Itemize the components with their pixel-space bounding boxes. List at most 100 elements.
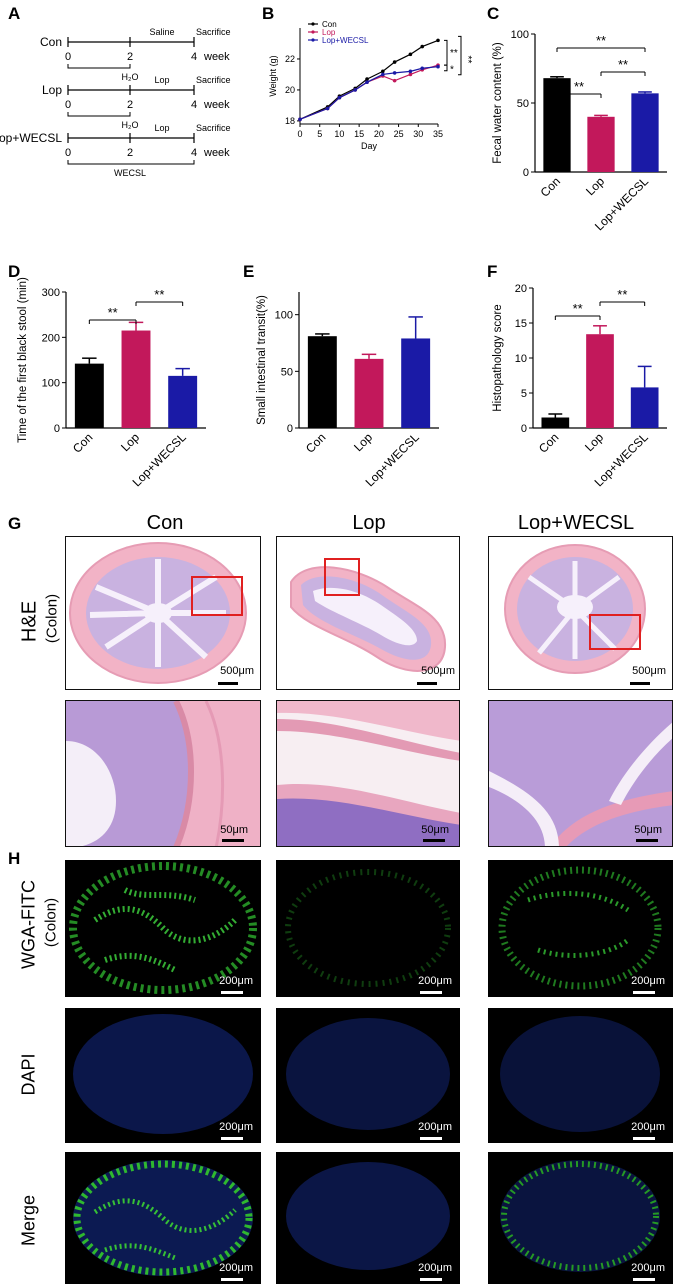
x-tick-label: Lop [582,430,606,454]
y-tick-label: 0 [287,423,293,435]
tick-label-2: 2 [127,51,133,63]
data-point [408,52,413,57]
wga-fitc-con: 200μm [65,860,261,997]
bar-con [543,78,571,172]
schematic-row-lop: Lop 0 2 4 week Lop Sacrifice H₂O [42,75,231,130]
he-low-lop: 500μm [276,536,460,690]
chart-d-first-black-stool: 0 100 200 300 Time of the first black stool … [17,277,206,489]
scale-bar [222,839,244,842]
he-high-lop: 50μm [276,700,460,847]
treatment-label: Saline [149,27,174,37]
scale-bar [417,682,437,685]
data-point [381,69,385,74]
y-tick-label: 50 [281,366,293,378]
scale-label: 200μm [418,1262,452,1274]
data-point [298,117,302,122]
scale-bar [633,1278,655,1281]
legend-label: Con [322,20,337,29]
significance-label: ** [462,56,473,64]
x-tick-label: 30 [413,129,423,139]
significance-label: ** [596,33,606,48]
dapi-lop: 200μm [276,1008,460,1143]
x-tick-label: Lop [118,430,142,454]
he-low-lop-wecsl: 500μm [488,536,673,690]
scale-label: 200μm [418,975,452,987]
scale-bar [420,1137,442,1140]
panel-label-g: G [8,514,22,533]
scale-bar [420,991,442,994]
x-tick-label: 25 [394,129,404,139]
tick-label-0: 0 [65,99,71,111]
legend-label: Lop [322,28,336,37]
scale-label: 500μm [220,665,254,677]
y-axis-label: Fecal water content (%) [492,42,504,164]
bar-lop-wecsl [401,338,431,428]
scale-label: 50μm [421,824,449,836]
data-point [365,77,369,81]
y-tick-label: 100 [42,378,60,390]
merge-con: 200μm [65,1152,261,1284]
bar-con [541,417,570,428]
bar-lop-wecsl [168,375,198,428]
data-point [353,88,357,92]
series-line-con [299,39,439,120]
y-tick-label: 0 [523,167,529,179]
bar-lop-wecsl [631,93,659,172]
tick-label-4: 4 [191,51,197,63]
legend-marker [311,30,315,34]
legend-label: Lop+WECSL [322,36,369,45]
panel-label-d: D [8,262,21,281]
dapi-con: 200μm [65,1008,261,1143]
significance-bracket [444,39,448,66]
scale-bar [633,991,655,994]
scale-label: 200μm [219,1262,253,1274]
x-tick-label: Con [536,430,561,455]
significance-label: ** [618,57,628,72]
tick-label-2: 2 [127,99,133,111]
tick-label-0: 0 [65,147,71,159]
scale-label: 500μm [632,665,666,677]
significance-label: ** [108,305,118,320]
bar-con [74,363,104,428]
scale-bar [423,839,445,842]
scale-label: 50μm [220,824,248,836]
bar-con [307,336,337,428]
data-point [337,95,342,100]
bar-lop-wecsl [630,387,659,428]
x-tick-label: Con [70,430,95,455]
schematic-row-lop-wecsl: Lop+WECSL 0 2 4 week Lop Sacrifice WECSL [0,123,231,178]
y-tick-label: 300 [42,287,60,299]
schematic-timeline: Con 0 2 4 week Saline Sacrifice H₂O Lop … [0,27,231,178]
data-point [420,66,425,71]
x-tick-label: Lop [583,174,607,198]
group-label: Con [40,35,62,49]
bar-lop [586,334,614,428]
scale-bar [221,1278,243,1281]
scale-bar [636,839,658,842]
scale-label: 200μm [631,975,665,987]
x-tick-label: 10 [334,129,344,139]
x-tick-label: Con [303,430,328,455]
scale-bar [630,682,650,685]
panel-label-a: A [8,4,21,23]
panel-label-h: H [8,849,21,868]
unit-label: week [203,51,230,63]
data-point [436,38,440,43]
scale-bar [221,1137,243,1140]
tick-label-4: 4 [191,99,197,111]
y-tick-label: 0 [521,423,527,435]
scale-bar [633,1137,655,1140]
scale-label: 500μm [421,665,455,677]
y-tick-label: 10 [515,353,527,365]
significance-bracket [444,64,448,72]
significance-label: ** [573,301,583,316]
chart-b-weight: 18 20 22 0 5 10 15 20 25 30 35 Day Weight (g) ConLopL… [268,20,473,151]
significance-label: ** [617,287,627,302]
treatment-label: Lop [154,123,169,133]
significance-label: ** [154,287,164,302]
sacrifice-label: Sacrifice [196,75,231,85]
unit-label: week [203,147,230,159]
